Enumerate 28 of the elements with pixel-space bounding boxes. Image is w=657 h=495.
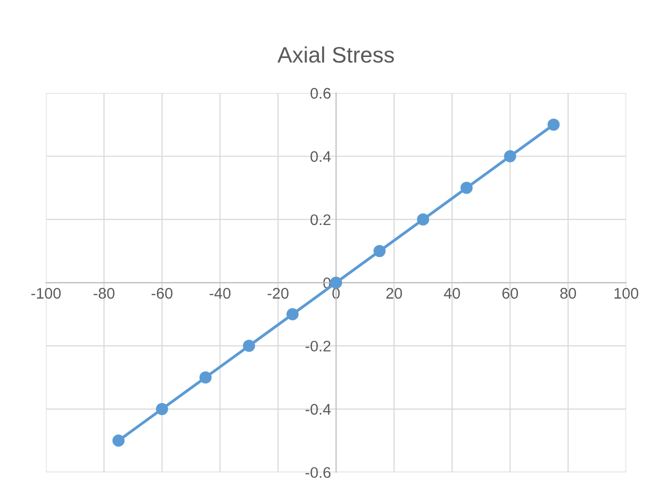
point <box>286 308 299 320</box>
point <box>112 434 125 447</box>
y-tick-label: -0.4 <box>306 404 331 415</box>
point <box>156 402 168 416</box>
y-tick-label: -0.6 <box>306 467 331 478</box>
y-tick-label: 0.4 <box>310 151 331 162</box>
x-tick-label: 100 <box>614 288 638 299</box>
x-tick-label: -60 <box>152 288 172 299</box>
x-tick-label: -20 <box>268 288 288 299</box>
point <box>242 340 256 352</box>
chart-title: Axial Stress <box>277 46 394 63</box>
point <box>504 150 516 162</box>
point <box>417 213 430 226</box>
x-tick-label: 60 <box>502 288 518 299</box>
x-tick-label: -100 <box>31 288 61 299</box>
y-tick-label: 0.6 <box>310 88 331 99</box>
x-tick-label: -80 <box>94 288 114 299</box>
x-tick-label: 40 <box>444 288 460 299</box>
x-tick-label: 80 <box>560 288 576 299</box>
point <box>373 244 386 258</box>
y-tick-label: -0.2 <box>306 340 330 352</box>
point <box>548 118 560 131</box>
point <box>460 182 473 194</box>
x-tick-label: -40 <box>210 288 230 299</box>
point <box>199 371 212 384</box>
y-tick-label: 0.2 <box>310 214 330 226</box>
x-tick-label: 20 <box>386 288 402 299</box>
point <box>330 276 342 289</box>
